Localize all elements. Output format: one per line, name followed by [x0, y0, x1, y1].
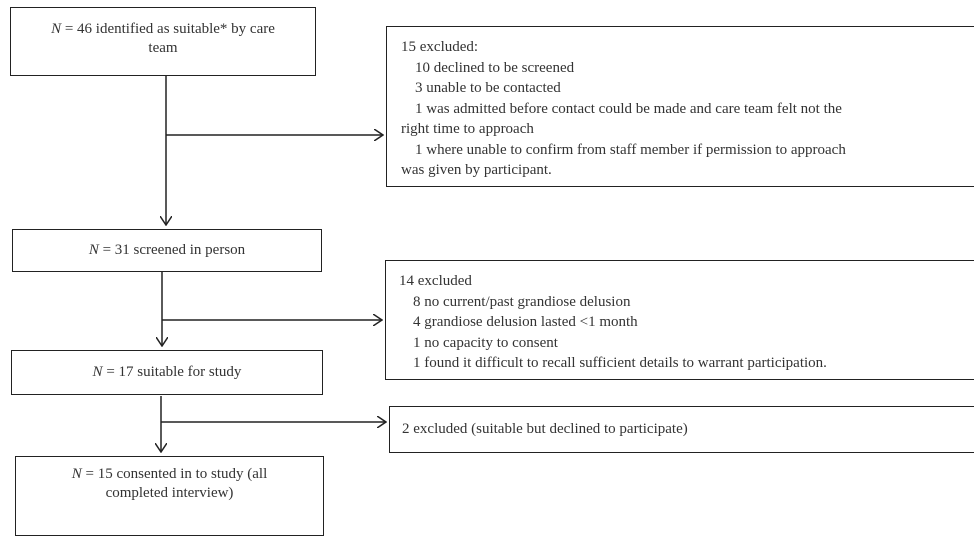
exclusion-reason: 1 found it difficult to recall sufficien… — [413, 355, 827, 371]
consented-box: N = 15 consented in to study (all comple… — [15, 456, 324, 536]
exclusion-reason: 1 where unable to confirm from staff mem… — [415, 141, 846, 158]
suitable-text: = 17 suitable for study — [102, 364, 242, 380]
exclusion-reason: 1 no capacity to consent — [413, 334, 558, 351]
exclusion-reason: 3 unable to be contacted — [415, 80, 561, 96]
identified-text-line2: team — [148, 40, 178, 56]
exclusion-reason-continued: was given by participant. — [401, 162, 552, 178]
second-exclusion-box: 14 excluded 8 no current/past grandiose … — [385, 260, 974, 380]
identified-text: = 46 identified as suitable* by care — [61, 21, 275, 37]
third-exclusion-box: 2 excluded (suitable but declined to par… — [389, 406, 974, 453]
n-label: N — [71, 466, 82, 482]
n-label: N — [51, 21, 62, 37]
first-exclusion-box: 15 excluded: 10 declined to be screened … — [386, 26, 974, 187]
exclusion-reason: 8 no current/past grandiose delusion — [413, 293, 631, 310]
consented-text-line2: completed interview) — [105, 485, 234, 501]
n-label: N — [92, 364, 103, 380]
exclusion-reason-continued: right time to approach — [401, 121, 534, 137]
second-exclusion-heading: 14 excluded — [399, 273, 472, 289]
n-label: N — [88, 242, 99, 258]
exclusion-reason: 1 was admitted before contact could be m… — [415, 100, 842, 117]
exclusion-reason: 4 grandiose delusion lasted <1 month — [413, 314, 638, 330]
consented-text: = 15 consented in to study (all — [81, 466, 268, 482]
identified-box: N = 46 identified as suitable* by care t… — [10, 7, 316, 76]
first-exclusion-heading: 15 excluded: — [401, 39, 479, 55]
screened-box: N = 31 screened in person — [12, 229, 322, 272]
exclusion-reason: 10 declined to be screened — [415, 59, 575, 76]
screened-text: = 31 screened in person — [98, 242, 246, 258]
third-exclusion-text: 2 excluded (suitable but declined to par… — [402, 421, 688, 437]
suitable-box: N = 17 suitable for study — [11, 350, 323, 395]
